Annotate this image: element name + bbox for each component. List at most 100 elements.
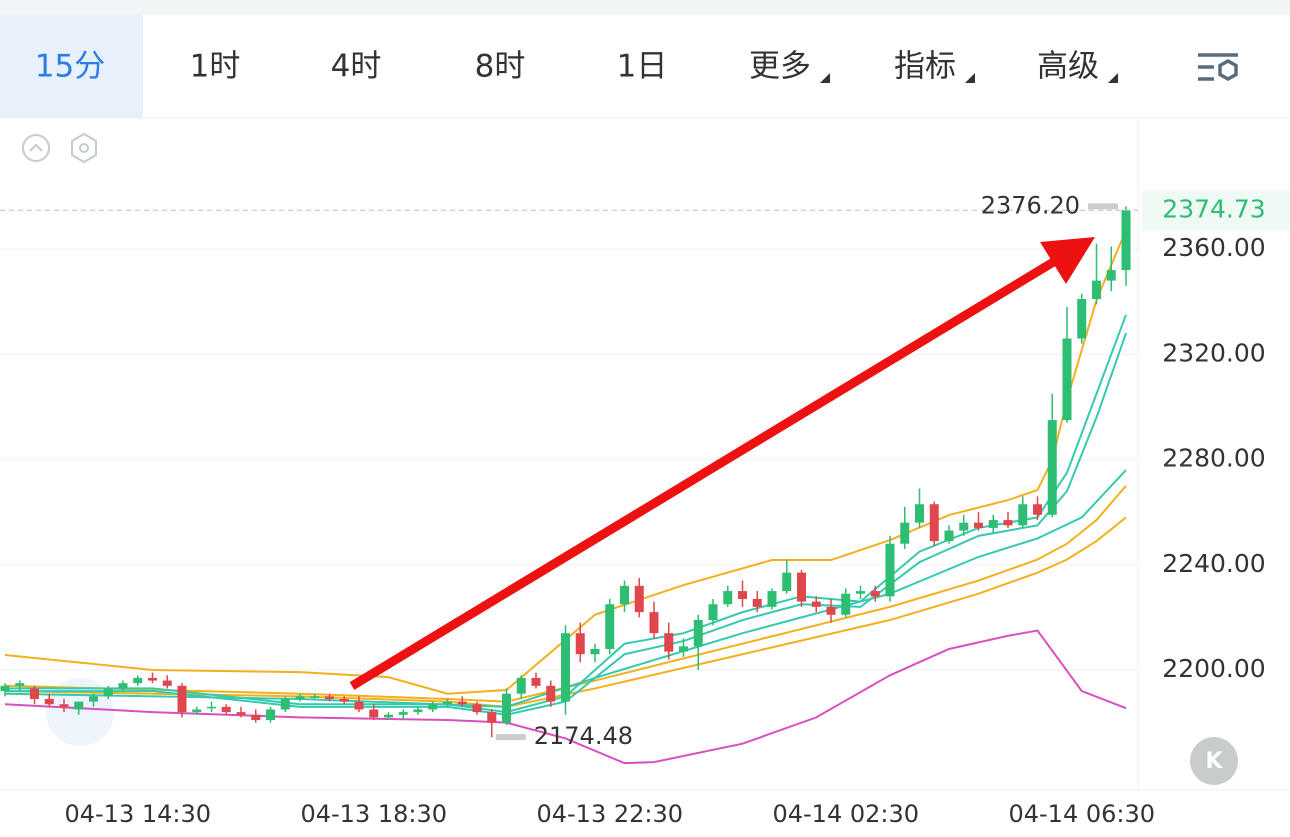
- candle-body: [207, 706, 216, 709]
- candle-body: [856, 591, 865, 594]
- candle-body: [782, 572, 792, 592]
- candle-body: [959, 522, 969, 531]
- candle-body: [693, 620, 703, 647]
- candle-body: [472, 704, 482, 713]
- indicator-line: [4, 516, 1127, 708]
- y-tick-label: 2320.00: [1162, 338, 1265, 367]
- candle-body: [15, 683, 25, 686]
- dropdown-caret: [820, 73, 830, 83]
- candle-body: [192, 709, 202, 713]
- tab[interactable]: 更多: [749, 49, 811, 85]
- candle-body: [988, 520, 998, 528]
- tab[interactable]: 1时: [190, 49, 241, 85]
- candle-body: [59, 704, 69, 707]
- tab[interactable]: 4时: [331, 49, 382, 85]
- candle-body: [502, 693, 511, 723]
- candle-body: [649, 612, 659, 634]
- x-tick-label: 04-13 22:30: [536, 800, 683, 828]
- candle-body: [885, 543, 895, 597]
- candle-body: [251, 714, 261, 721]
- candle-body: [162, 680, 172, 686]
- candle-body: [1047, 420, 1057, 515]
- y-tick-label: 2200.00: [1162, 654, 1265, 683]
- candle-body: [1033, 504, 1042, 515]
- y-tick-label: 2240.00: [1162, 549, 1265, 578]
- min-label: 2174.48: [534, 722, 633, 750]
- candle-body: [546, 685, 556, 702]
- candle-body: [74, 701, 84, 710]
- candle-body: [634, 585, 644, 613]
- candle-body: [325, 696, 334, 699]
- candle-body: [0, 685, 10, 692]
- candle-body: [811, 601, 821, 607]
- collapse-icon[interactable]: [22, 134, 50, 162]
- candle-body: [900, 522, 910, 544]
- indicator-line: [5, 314, 1127, 714]
- candle-body: [723, 591, 733, 605]
- candle-body: [428, 704, 438, 710]
- candle-body: [590, 648, 600, 655]
- tab[interactable]: 指标: [894, 49, 956, 85]
- candle-body: [280, 698, 290, 710]
- back-icon: K: [1205, 749, 1223, 774]
- candle-body: [870, 591, 880, 597]
- tab[interactable]: 高级: [1037, 49, 1099, 85]
- indicator-line: [5, 332, 1127, 716]
- candle-body: [929, 504, 939, 542]
- candle-body: [797, 572, 806, 602]
- candle-body: [384, 714, 393, 718]
- candle-body: [177, 685, 187, 713]
- candle-body: [1121, 210, 1131, 271]
- indicator-line: [4, 485, 1127, 703]
- candle-body: [30, 688, 39, 699]
- x-tick-label: 04-14 02:30: [772, 800, 919, 828]
- candle-body: [561, 633, 570, 702]
- candle-body: [148, 677, 157, 681]
- x-tick-label: 04-13 18:30: [300, 800, 447, 828]
- candle-body: [575, 633, 585, 655]
- candle-body: [679, 646, 688, 652]
- back-button[interactable]: [1190, 737, 1238, 785]
- candle-body: [310, 696, 320, 698]
- candle-body: [443, 701, 452, 705]
- candle-body: [620, 585, 629, 605]
- y-tick-label: 2360.00: [1162, 233, 1265, 262]
- candle-body: [915, 504, 924, 523]
- settings-icon[interactable]: [1198, 53, 1238, 82]
- candle-body: [944, 530, 954, 542]
- candle-body: [221, 706, 231, 713]
- tab[interactable]: 1日: [617, 49, 668, 85]
- candle-body: [369, 709, 379, 718]
- candle-body: [531, 677, 541, 686]
- candle-body: [974, 522, 983, 528]
- candle-body: [118, 683, 128, 689]
- hex-icon[interactable]: [71, 132, 97, 164]
- last-price-bg: [1142, 190, 1290, 231]
- candle-body: [354, 701, 364, 710]
- candle-body: [413, 709, 423, 713]
- candle-body: [44, 698, 54, 705]
- candle-body: [103, 688, 113, 697]
- tab[interactable]: 15分: [35, 49, 105, 85]
- dropdown-caret: [1108, 73, 1118, 83]
- candle-body: [516, 677, 526, 694]
- last-price-label: 2374.73: [1162, 194, 1265, 223]
- candle-body: [1062, 338, 1072, 421]
- candle-body: [339, 698, 349, 702]
- trend-arrow: [349, 237, 1095, 690]
- tab-active-bg: [0, 15, 143, 118]
- indicator-line: [4, 469, 1127, 708]
- candle-body: [133, 677, 143, 684]
- candle-body: [1018, 504, 1028, 526]
- x-tick-label: 04-14 06:30: [1008, 800, 1155, 828]
- candle-body: [1077, 299, 1087, 339]
- dropdown-caret: [965, 73, 975, 83]
- candle-body: [841, 593, 851, 615]
- candle-body: [738, 591, 747, 599]
- candle-body: [752, 598, 762, 607]
- top-strip: [0, 0, 1290, 15]
- tab[interactable]: 8时: [475, 49, 526, 85]
- max-label: 2376.20: [981, 191, 1080, 219]
